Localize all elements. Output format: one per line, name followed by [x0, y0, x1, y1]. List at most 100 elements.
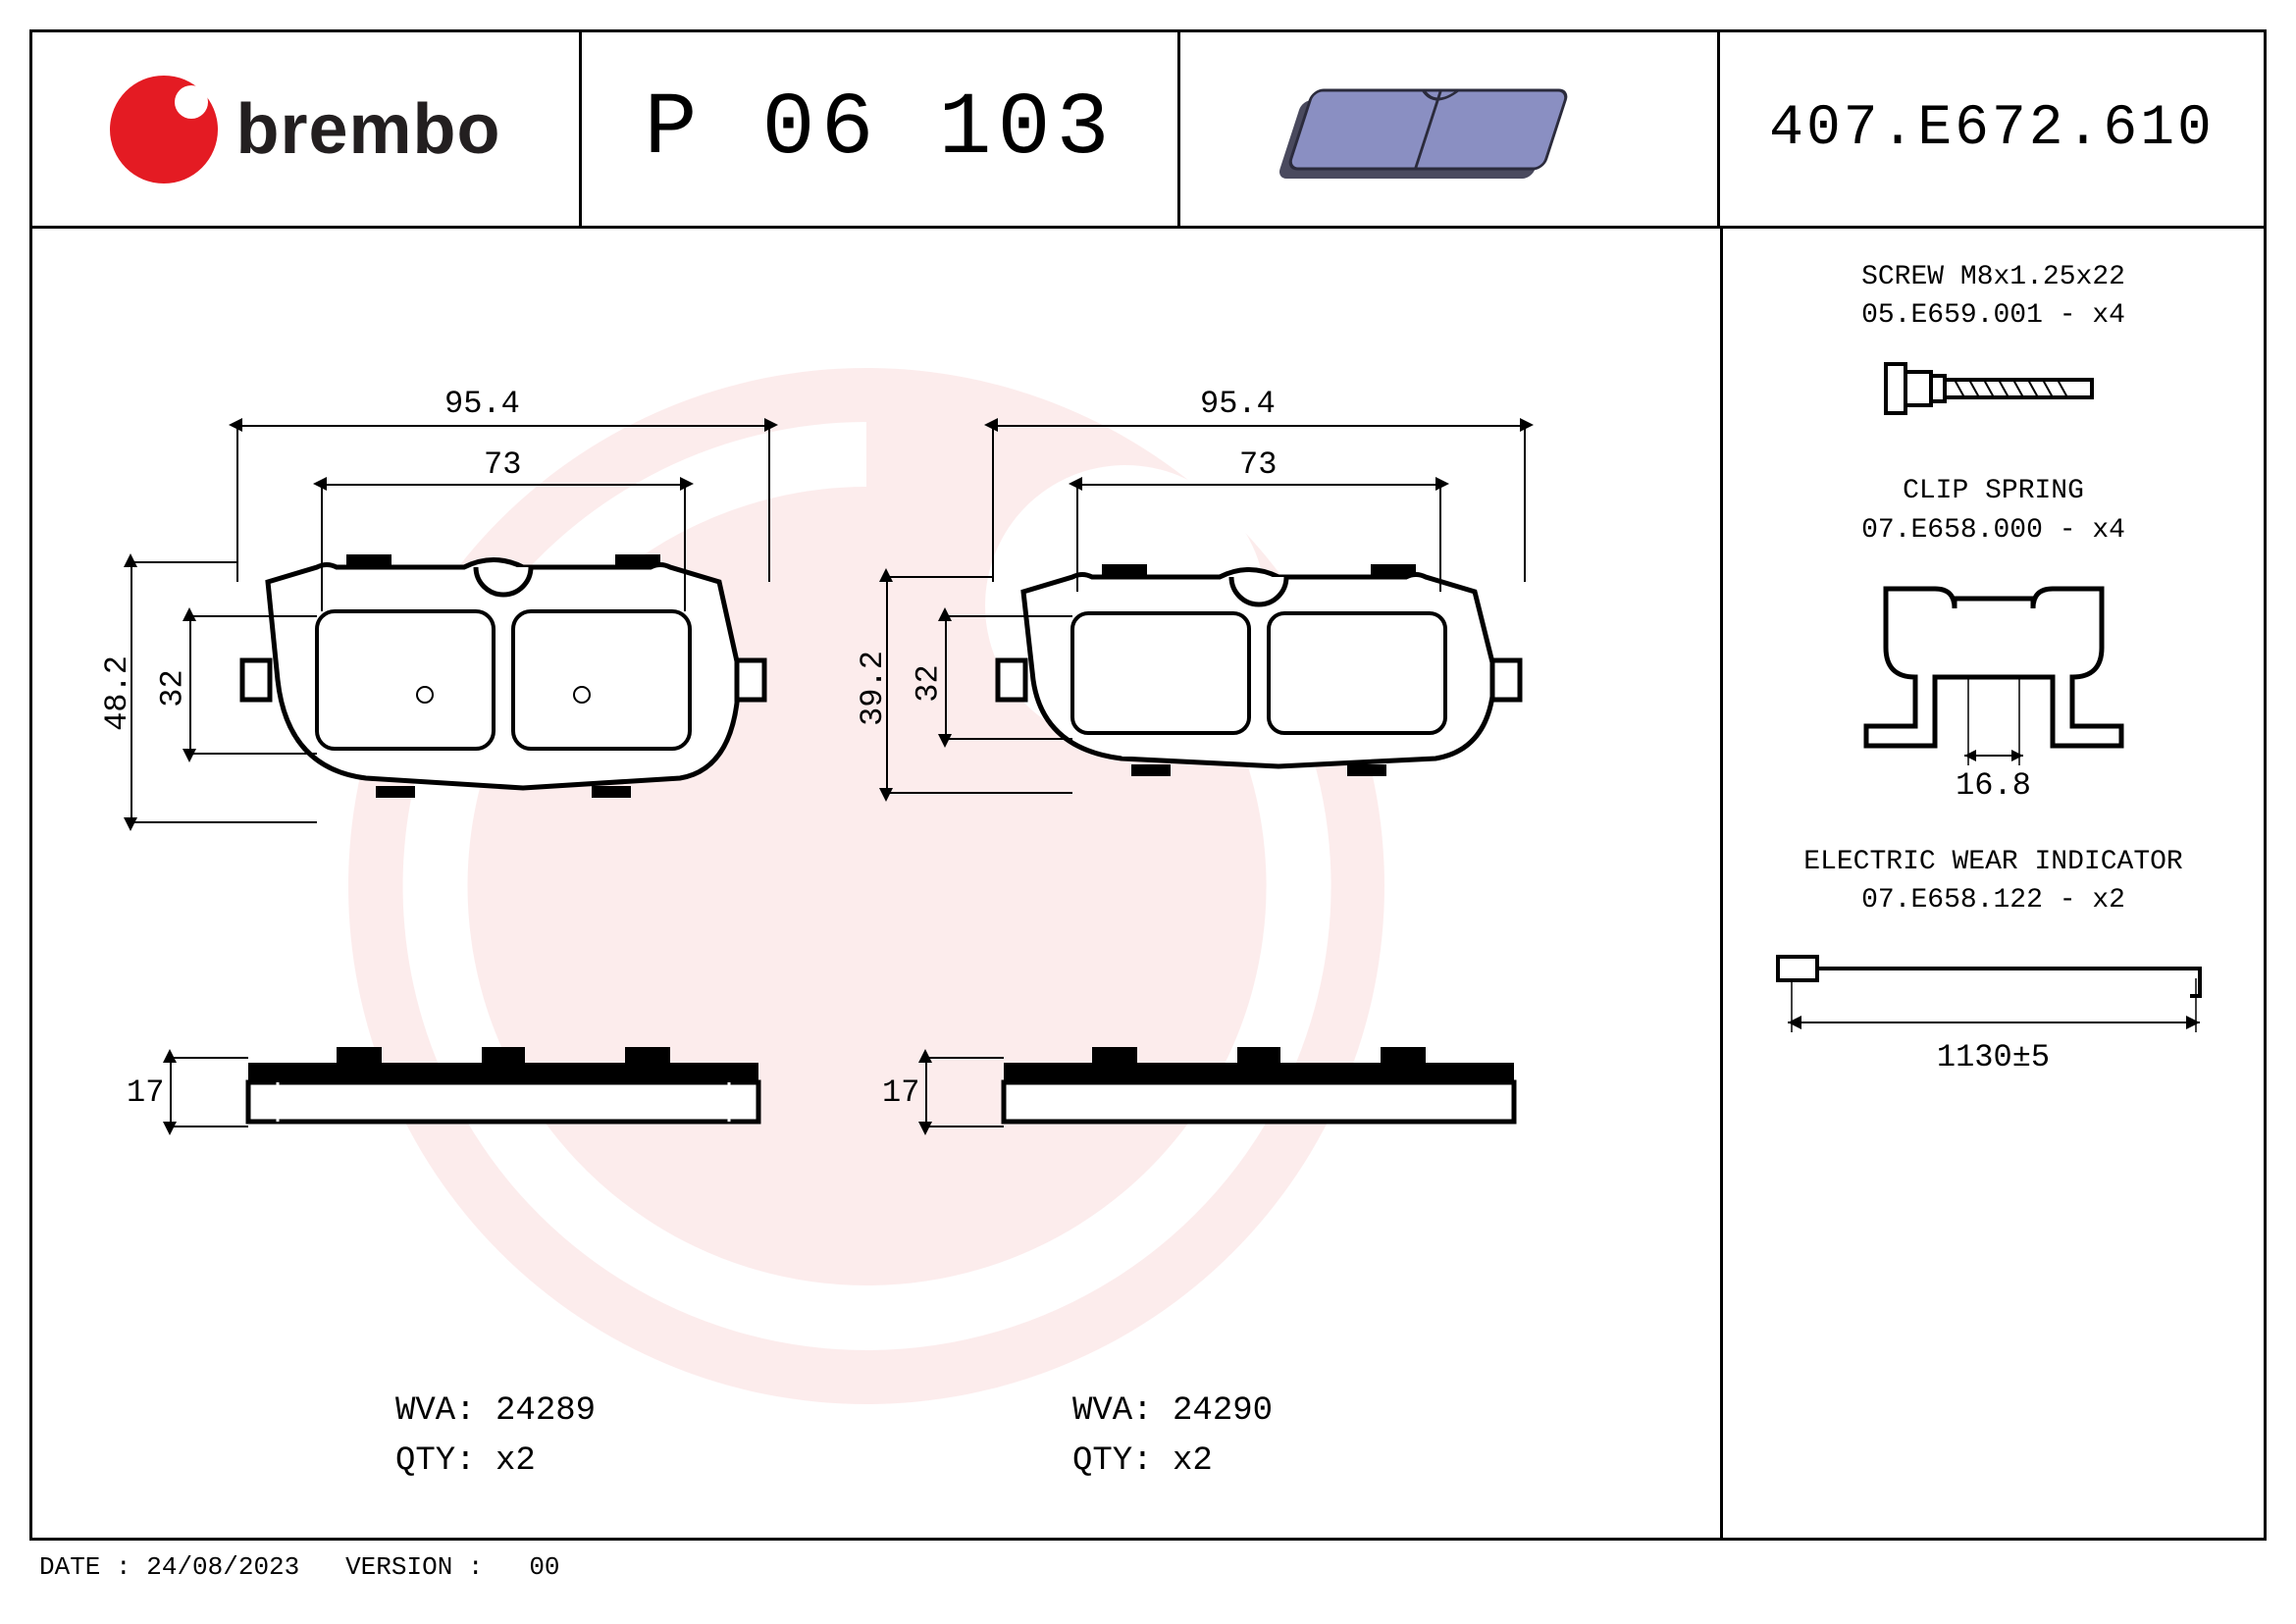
ext-line [925, 1126, 1004, 1127]
arrow-icon [1435, 477, 1449, 491]
brand-cell: brembo [32, 32, 582, 226]
arrow-icon [163, 1122, 177, 1135]
brand-name: brembo [235, 89, 500, 170]
dim-right-thickness: 17 [882, 1074, 919, 1111]
arrow-icon [918, 1122, 932, 1135]
wear-indicator-length: 1130±5 [1743, 1039, 2244, 1075]
pad-left-info: WVA: 24289 QTY: x2 [395, 1387, 596, 1487]
pad-right-info: WVA: 24290 QTY: x2 [1072, 1387, 1273, 1487]
arrow-icon [124, 553, 137, 567]
ext-line [130, 821, 317, 823]
ext-line [925, 1057, 1004, 1059]
drawing-body: 95.4 73 48.2 32 [32, 229, 2264, 1541]
title-block: brembo P 06 103 407.E672.610 [32, 32, 2264, 229]
ext-line [1076, 484, 1078, 592]
dim-right-height-overall: 39.2 [855, 651, 891, 726]
ext-line [886, 576, 994, 578]
brembo-logo-icon [110, 76, 218, 183]
arrow-icon [163, 1049, 177, 1063]
pad-right-front-drawing [984, 543, 1534, 798]
dim-line [242, 425, 764, 427]
dim-left-height-inner: 32 [155, 669, 191, 707]
dim-right-width-overall: 95.4 [1200, 386, 1276, 422]
ext-line [170, 1057, 248, 1059]
main-drawing-area: 95.4 73 48.2 32 [32, 229, 1720, 1541]
arrow-icon [183, 749, 196, 762]
product-code-cell: 407.E672.610 [1720, 32, 2264, 226]
accessories-panel: SCREW M8x1.25x22 05.E659.001 - x4 [1720, 229, 2264, 1541]
ext-line [1439, 484, 1441, 592]
watermark-icon [327, 346, 1406, 1426]
arrow-icon [879, 788, 893, 802]
ext-line [321, 484, 323, 611]
dim-left-width-inner: 73 [484, 446, 521, 483]
dim-line [925, 1063, 927, 1122]
qty-right-value: x2 [1173, 1442, 1213, 1480]
arrow-icon [1520, 418, 1534, 432]
ext-line [768, 425, 770, 582]
dim-left-width-overall: 95.4 [444, 386, 520, 422]
arrow-icon [124, 817, 137, 831]
product-code: 407.E672.610 [1769, 97, 2215, 161]
arrow-icon [918, 1049, 932, 1063]
dim-line [327, 484, 680, 486]
pad-left-front-drawing [229, 523, 778, 817]
wear-indicator-icon [1768, 929, 2219, 1057]
part-number-cell: P 06 103 [582, 32, 1180, 226]
product-render-cell [1180, 32, 1720, 226]
ext-line [189, 753, 317, 755]
drawing-sheet: brembo P 06 103 407.E672.610 [29, 29, 2267, 1541]
arrow-icon [229, 418, 242, 432]
arrow-icon [879, 568, 893, 582]
screw-icon [1866, 344, 2121, 433]
date-label: DATE : [39, 1552, 131, 1582]
clip-spring-icon [1827, 559, 2161, 795]
wva-label: WVA: [1072, 1392, 1153, 1430]
dim-right-height-inner: 32 [911, 664, 947, 702]
qty-left-value: x2 [496, 1442, 536, 1480]
ext-line [170, 1126, 248, 1127]
arrow-icon [680, 477, 694, 491]
arrow-icon [183, 607, 196, 621]
arrow-icon [984, 418, 998, 432]
pad-right-side-drawing [994, 1033, 1524, 1151]
arrow-icon [313, 477, 327, 491]
clip-spring-dim-value: 16.8 [1743, 767, 2244, 804]
arrow-icon [764, 418, 778, 432]
dim-line [998, 425, 1520, 427]
dim-left-thickness: 17 [127, 1074, 164, 1111]
ext-line [945, 738, 1072, 740]
arrow-icon [938, 734, 952, 748]
part-number: P 06 103 [644, 79, 1115, 180]
dim-left-height-overall: 48.2 [99, 655, 135, 731]
ext-line [130, 561, 238, 563]
version-value: 00 [529, 1552, 559, 1582]
wear-indicator-title: ELECTRIC WEAR INDICATOR 07.E658.122 - x2 [1743, 843, 2244, 919]
brembo-logo: brembo [110, 76, 500, 183]
ext-line [189, 615, 317, 617]
screw-title: SCREW M8x1.25x22 05.E659.001 - x4 [1743, 258, 2244, 335]
drawing-footer: DATE : 24/08/2023 VERSION : 00 [39, 1552, 560, 1582]
brake-pad-render-icon [1253, 51, 1645, 208]
qty-label: QTY: [1072, 1442, 1153, 1480]
arrow-icon [938, 607, 952, 621]
dim-line [170, 1063, 172, 1122]
clip-spring-block: CLIP SPRING 07.E658.000 - x4 16.8 [1743, 472, 2244, 803]
date-value: 24/08/2023 [146, 1552, 299, 1582]
qty-label: QTY: [395, 1442, 476, 1480]
wva-right-value: 24290 [1173, 1392, 1273, 1430]
screw-block: SCREW M8x1.25x22 05.E659.001 - x4 [1743, 258, 2244, 433]
version-label: VERSION : [345, 1552, 483, 1582]
clip-spring-title: CLIP SPRING 07.E658.000 - x4 [1743, 472, 2244, 549]
ext-line [886, 792, 1072, 794]
ext-line [992, 425, 994, 582]
wva-label: WVA: [395, 1392, 476, 1430]
ext-line [684, 484, 686, 611]
pad-left-side-drawing [238, 1033, 768, 1151]
ext-line [945, 615, 1072, 617]
arrow-icon [1069, 477, 1082, 491]
dim-right-width-inner: 73 [1239, 446, 1277, 483]
ext-line [236, 425, 238, 582]
wva-left-value: 24289 [496, 1392, 596, 1430]
wear-indicator-block: ELECTRIC WEAR INDICATOR 07.E658.122 - x2 [1743, 843, 2244, 1075]
